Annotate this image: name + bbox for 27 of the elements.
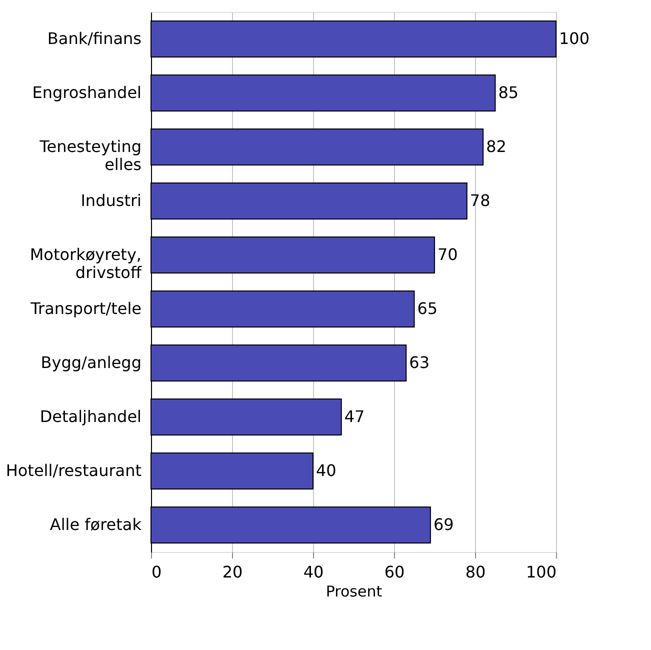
data-label: 82 <box>486 137 506 156</box>
data-label: 65 <box>417 299 438 318</box>
y-tick-label: Industri <box>80 191 142 210</box>
y-tick-label: Bygg/anlegg <box>40 353 142 372</box>
y-tick-label: Tenesteyting elles <box>38 137 142 174</box>
data-label: 70 <box>438 245 458 264</box>
y-tick-label: Hotell/restaurant <box>6 461 142 480</box>
y-tick-label: Bank/finans <box>47 29 142 48</box>
x-axis-title: Prosent <box>326 582 382 600</box>
x-tick-label: 20 <box>222 562 243 582</box>
data-label: 40 <box>316 461 336 480</box>
data-label: 63 <box>409 353 430 372</box>
data-label: 85 <box>498 83 519 102</box>
y-tick-label: Transport/tele <box>30 299 142 318</box>
y-tick-label: Alle føretak <box>50 515 142 534</box>
x-tick-label: 40 <box>303 562 324 582</box>
x-tick-label: 60 <box>384 562 405 582</box>
y-tick-label: Detaljhandel <box>40 407 142 426</box>
data-label: 69 <box>433 515 454 534</box>
data-label: 47 <box>344 407 365 426</box>
x-tick-label: 80 <box>465 562 486 582</box>
data-label: 78 <box>470 191 490 210</box>
y-tick-label: Engroshandel <box>32 83 142 102</box>
x-tick-label: 100 <box>526 562 556 582</box>
data-label: 100 <box>559 29 590 48</box>
y-tick-label: Motorkøyrety, drivstoff <box>30 245 142 282</box>
x-tick-label: 0 <box>152 562 162 582</box>
